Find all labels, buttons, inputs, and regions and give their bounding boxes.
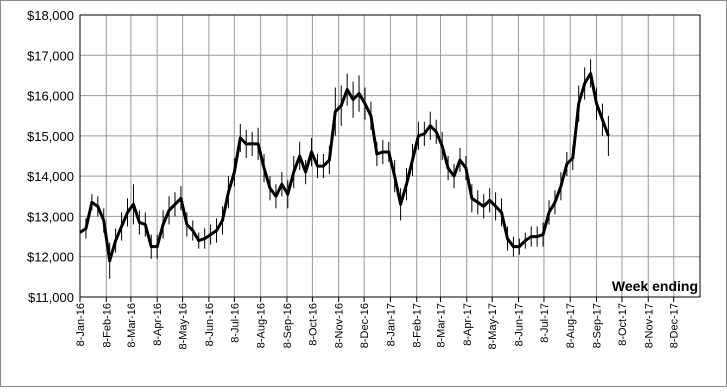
x-tick-label: 8-Sep-17 [592, 303, 604, 348]
x-tick-label: 8-Feb-17 [412, 303, 424, 348]
annotation: Week ending [612, 278, 698, 294]
x-tick-label: 8-Aug-17 [565, 303, 577, 348]
x-tick-label: 8-Jul-17 [539, 303, 551, 343]
x-tick-label: 8-Feb-16 [101, 303, 113, 348]
x-tick-label: 8-Jan-17 [385, 303, 397, 346]
x-tick-label: 8-Aug-16 [256, 303, 268, 348]
x-tick-label: 8-Oct-16 [307, 303, 319, 346]
y-tick-label: $18,000 [27, 8, 74, 23]
x-tick-label: 8-Mar-17 [435, 303, 447, 348]
y-tick-label: $15,000 [27, 129, 74, 144]
y-tick-label: $13,000 [27, 209, 74, 224]
x-tick-label: 8-Nov-16 [334, 303, 346, 348]
x-tick-label: 8-Nov-17 [643, 303, 655, 348]
x-tick-label: 8-May-16 [178, 303, 190, 349]
x-tick-label: 8-May-17 [487, 303, 499, 349]
plot-border [79, 14, 701, 298]
x-tick-label: 8-Dec-16 [359, 303, 371, 348]
y-tick-label: $14,000 [27, 169, 74, 184]
x-tick-label: 8-Jul-16 [229, 303, 241, 343]
x-tick-label: 8-Jan-16 [75, 303, 87, 346]
x-tick-label: 8-Apr-16 [152, 303, 164, 346]
y-tick-label: $12,000 [27, 250, 74, 265]
x-tick-label: 8-Sep-16 [282, 303, 294, 348]
x-tick-label: 8-Apr-17 [462, 303, 474, 346]
x-tick-label: 8-Dec-17 [669, 303, 681, 348]
y-tick-label: $11,000 [28, 290, 74, 305]
y-tick-label: $17,000 [27, 48, 74, 63]
x-tick-label: 8-Jun-17 [513, 303, 525, 346]
x-tick-label: 8-Oct-17 [617, 303, 629, 346]
y-tick-label: $16,000 [27, 89, 74, 104]
x-tick-label: 8-Jun-16 [204, 303, 216, 346]
x-tick-label: 8-Mar-16 [126, 303, 138, 348]
price-line [79, 71, 610, 263]
